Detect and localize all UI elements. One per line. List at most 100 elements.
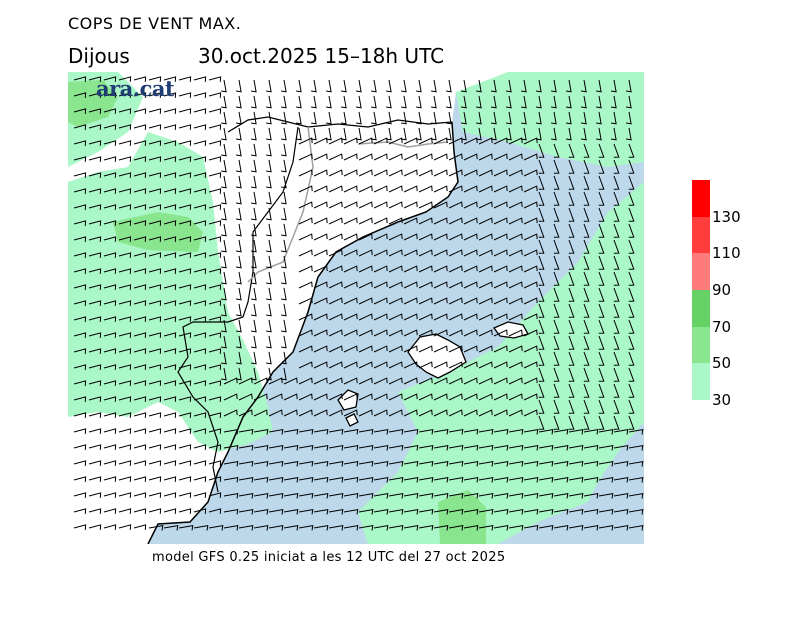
wind-barb — [193, 492, 207, 498]
wind-barb — [326, 111, 332, 125]
wind-barb — [103, 380, 117, 386]
wind-barb — [506, 127, 512, 141]
wind-barb — [461, 111, 467, 125]
wind-barb — [178, 204, 192, 210]
wind-barb — [313, 169, 328, 177]
wind-barb — [626, 95, 632, 109]
wind-barb — [133, 444, 147, 450]
wind-barb — [613, 143, 620, 158]
wind-barb — [88, 156, 102, 162]
wind-barb — [133, 92, 147, 98]
wind-barb — [553, 175, 560, 190]
wind-barb — [493, 393, 508, 401]
wind-barb — [613, 508, 629, 515]
wind-barb — [208, 284, 222, 290]
wind-barb — [523, 137, 538, 145]
wind-barb — [103, 284, 117, 290]
wind-barb — [613, 287, 620, 302]
wind-barb — [358, 137, 373, 145]
wind-barb — [148, 300, 162, 306]
wind-barb — [163, 172, 177, 178]
wind-barb — [613, 191, 620, 206]
wind-barb — [236, 223, 242, 237]
wind-barb — [493, 428, 509, 435]
wind-barb — [328, 281, 343, 289]
wind-barb — [298, 297, 313, 305]
wind-barb — [208, 348, 222, 354]
wind-barb — [433, 444, 449, 451]
wind-barb — [478, 217, 493, 225]
wind-barb — [73, 444, 87, 450]
border-france — [227, 116, 453, 133]
wind-barb — [73, 428, 87, 434]
wind-barb — [163, 348, 177, 354]
wind-barb — [463, 217, 478, 225]
wind-barb — [133, 396, 147, 402]
wind-barb — [358, 393, 373, 401]
wind-barb — [598, 428, 614, 435]
wind-barb — [388, 169, 403, 177]
wind-barb — [281, 159, 287, 173]
wind-barb — [478, 185, 493, 193]
wind-barb — [433, 201, 448, 209]
wind-barb — [118, 140, 132, 146]
wind-barb — [133, 284, 147, 290]
wind-barb — [281, 367, 287, 381]
wind-barb — [388, 345, 403, 353]
wind-barb — [418, 217, 433, 225]
wind-barb — [491, 95, 497, 109]
wind-barb — [88, 524, 102, 530]
wind-barb — [388, 361, 403, 369]
wind-barb — [343, 201, 358, 209]
wind-barb — [551, 95, 557, 109]
wind-barb — [238, 409, 253, 417]
wind-barb — [373, 297, 388, 305]
wind-barb — [133, 428, 147, 434]
wind-barb — [313, 137, 328, 145]
wind-barb — [296, 95, 302, 109]
wind-barb — [478, 233, 493, 241]
wind-barb — [568, 207, 575, 222]
wind-barb — [238, 492, 254, 499]
wind-barb — [628, 175, 635, 190]
wind-barb — [193, 268, 207, 274]
wind-barb — [568, 159, 575, 174]
wind-barb — [163, 316, 177, 322]
wind-barb — [508, 409, 523, 417]
wind-barb — [478, 265, 493, 273]
wind-barb — [221, 367, 227, 381]
wind-barb — [583, 383, 590, 398]
wind-barb — [133, 412, 147, 418]
wind-barb — [221, 335, 227, 349]
wind-barb — [418, 201, 433, 209]
wind-barb — [581, 79, 587, 93]
wind-barb — [178, 108, 192, 114]
wind-barb — [343, 281, 358, 289]
wind-barb — [568, 524, 584, 531]
wind-barb — [373, 201, 388, 209]
wind-barb — [103, 92, 117, 98]
wind-barb — [388, 201, 403, 209]
wind-barb — [193, 108, 207, 114]
wind-barb — [133, 332, 147, 338]
wind-barb — [148, 268, 162, 274]
wind-barb — [493, 233, 508, 241]
wind-barb — [296, 127, 302, 141]
wind-barb — [478, 281, 493, 289]
wind-barb — [298, 217, 313, 225]
wind-barb — [448, 377, 463, 385]
wind-barb — [358, 265, 373, 273]
wind-barb — [328, 524, 344, 531]
wind-barb — [628, 223, 635, 238]
wind-barb — [268, 492, 284, 499]
wind-barb — [178, 444, 192, 450]
wind-barb — [538, 444, 554, 451]
wind-barb — [598, 175, 605, 190]
wind-barb — [221, 223, 227, 237]
wind-barb — [133, 508, 147, 514]
wind-barb — [613, 399, 620, 414]
wind-barb — [133, 156, 147, 162]
wind-barb — [118, 284, 132, 290]
wind-barb — [313, 393, 328, 401]
wind-barb — [356, 111, 362, 125]
